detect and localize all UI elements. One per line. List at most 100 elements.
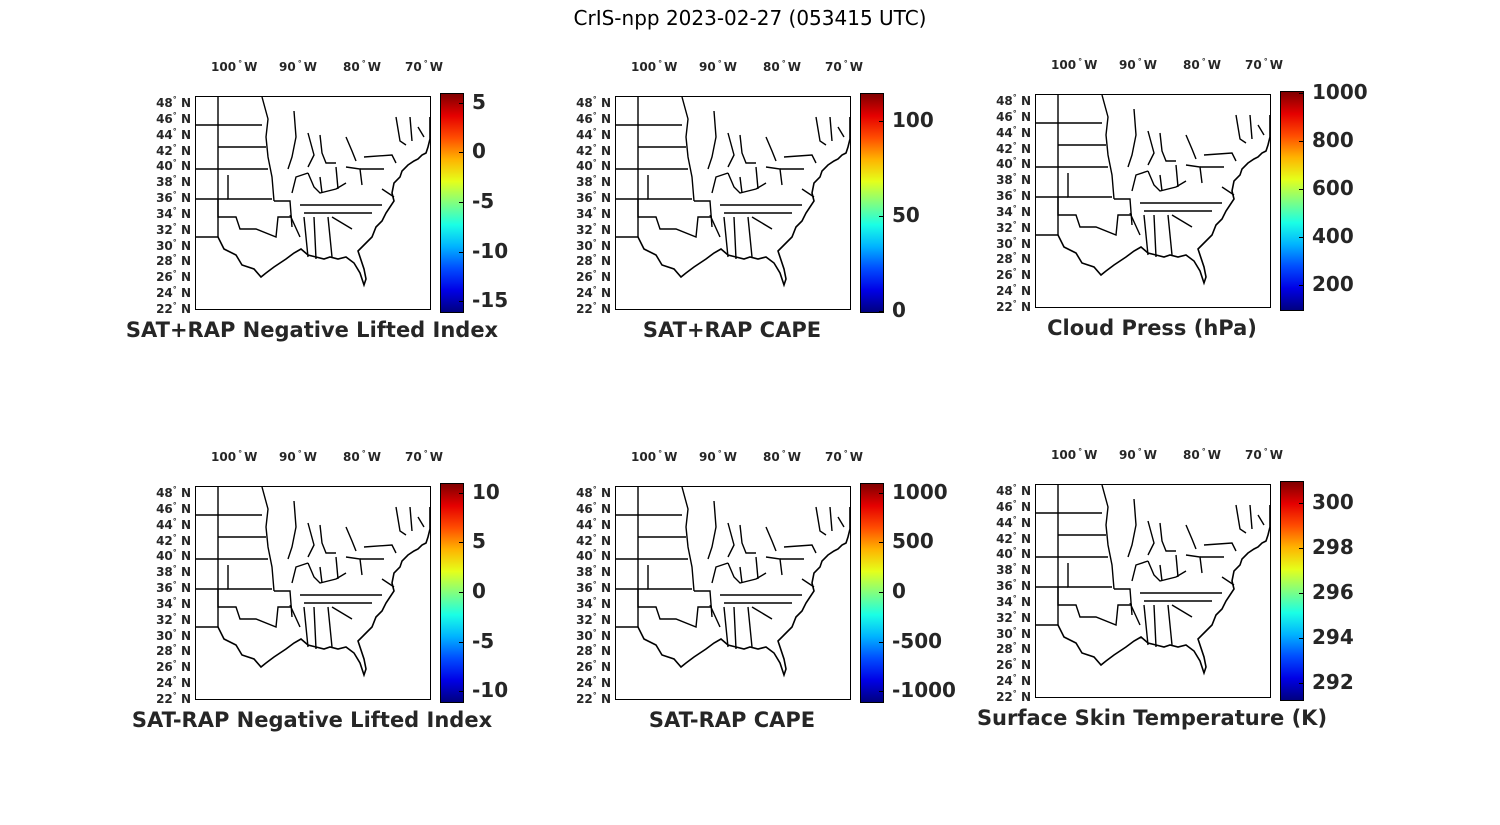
lat-tick-label: 32° N <box>971 219 1031 235</box>
colorbar-tick-mark <box>879 641 883 643</box>
lon-value: 80 <box>763 450 780 464</box>
state-border <box>727 172 767 194</box>
map-panel-4: 100 ° W 90 ° W 80 ° W 70 ° W 48° N 46° N 44° N 42° N 40°… <box>100 449 570 790</box>
degree-symbol: ° <box>297 59 302 68</box>
lat-value: 44 <box>996 515 1013 530</box>
lat-value: 46 <box>996 109 1013 124</box>
state-border <box>409 506 413 532</box>
colorbar <box>440 93 464 313</box>
lon-suffix: W <box>723 450 737 464</box>
degree-symbol: ° <box>592 595 597 605</box>
state-border <box>1257 124 1265 136</box>
degree-symbol: ° <box>1012 299 1017 308</box>
us-state-boundaries <box>616 487 850 678</box>
lat-suffix: N <box>180 644 191 659</box>
lat-suffix: N <box>180 549 191 564</box>
lat-value: 24 <box>576 286 593 301</box>
lat-tick-label: 36° N <box>551 580 611 595</box>
lon-tick-label: 100 ° W <box>1051 447 1097 462</box>
lat-value: 22 <box>156 302 173 316</box>
lat-suffix: N <box>600 270 611 285</box>
lat-value: 38 <box>156 565 173 580</box>
state-border <box>319 176 323 194</box>
state-border <box>1129 212 1141 236</box>
degree-symbol: ° <box>172 142 177 152</box>
state-border <box>287 500 297 560</box>
colorbar-tick-mark <box>1299 237 1303 239</box>
coastline <box>196 117 430 288</box>
lat-tick-label: 34° N <box>131 206 191 221</box>
colorbar-tick-mark <box>879 216 883 218</box>
degree-symbol: ° <box>1012 188 1017 198</box>
panel-title: Surface Skin Temperature (K) <box>976 706 1328 730</box>
lat-suffix: N <box>600 238 611 253</box>
degree-symbol: ° <box>1012 219 1017 229</box>
lat-suffix: N <box>1020 236 1031 251</box>
colorbar-tick-label: -5 <box>472 189 495 213</box>
state-border <box>837 126 845 138</box>
state-border <box>727 132 735 168</box>
degree-symbol: ° <box>172 500 177 510</box>
degree-symbol: ° <box>592 221 597 231</box>
lat-value: 30 <box>156 628 173 643</box>
degree-symbol: ° <box>1012 203 1017 213</box>
lat-suffix: N <box>180 517 191 532</box>
colorbar-tick-label: 296 <box>1312 580 1354 605</box>
lat-suffix: N <box>180 286 191 301</box>
state-border <box>319 566 323 584</box>
state-border <box>395 506 407 536</box>
lon-tick-label: 70 ° W <box>405 59 443 74</box>
colorbar-tick-label: -10 <box>472 238 509 263</box>
state-border <box>1167 214 1173 256</box>
lon-suffix: W <box>1207 58 1221 72</box>
degree-symbol: ° <box>592 190 597 200</box>
degree-symbol: ° <box>717 59 722 68</box>
state-border <box>1175 164 1179 188</box>
state-border <box>417 516 425 528</box>
degree-symbol: ° <box>592 564 597 574</box>
lat-tick-label: 40° N <box>131 548 191 564</box>
lat-value: 22 <box>576 692 593 706</box>
lat-suffix: N <box>600 533 611 548</box>
degree-symbol: ° <box>172 659 177 669</box>
state-border <box>261 97 275 202</box>
lat-suffix: N <box>180 565 191 580</box>
degree-symbol: ° <box>1263 57 1268 66</box>
lat-tick-label: 40° N <box>551 158 611 173</box>
lat-suffix: N <box>180 501 191 516</box>
lat-value: 42 <box>996 141 1013 156</box>
lat-suffix: N <box>1020 141 1031 156</box>
map-panel-2: 100 ° W 90 ° W 80 ° W 70 ° W 48° N 46° N 44° N 42° N 40°… <box>520 59 990 400</box>
lon-tick-label: 90 ° W <box>1119 57 1157 72</box>
lat-tick-label: 28° N <box>131 643 191 659</box>
colorbar-tick-mark <box>1299 93 1303 95</box>
lat-value: 22 <box>156 692 173 706</box>
lat-suffix: N <box>1020 125 1031 140</box>
colorbar-tick-label: 500 <box>892 529 934 554</box>
lat-tick-label: 22° N <box>131 691 191 706</box>
lon-tick-label: 70 ° W <box>1245 57 1283 72</box>
colorbar-tick-mark <box>879 492 883 494</box>
lon-value: 70 <box>1245 448 1262 462</box>
degree-symbol: ° <box>781 59 786 68</box>
lat-tick-label: 32° N <box>551 612 611 627</box>
degree-symbol: ° <box>592 485 597 494</box>
state-border <box>733 216 737 260</box>
state-border <box>395 116 407 146</box>
lon-suffix: W <box>787 60 801 74</box>
colorbar-tick-label: 400 <box>1312 224 1354 249</box>
panel-title: SAT+RAP Negative Lifted Index <box>125 318 499 342</box>
state-border <box>331 216 353 230</box>
degree-symbol: ° <box>172 221 177 231</box>
coastline <box>1036 505 1270 676</box>
lat-value: 46 <box>576 501 593 516</box>
degree-symbol: ° <box>592 500 597 510</box>
lat-tick-label: 26° N <box>551 269 611 285</box>
state-border <box>1167 604 1173 646</box>
degree-symbol: ° <box>172 548 177 558</box>
state-border <box>1185 554 1203 574</box>
degree-symbol: ° <box>172 253 177 263</box>
state-border <box>1185 524 1197 550</box>
lat-tick-label: 30° N <box>551 628 611 643</box>
lon-value: 70 <box>825 450 842 464</box>
